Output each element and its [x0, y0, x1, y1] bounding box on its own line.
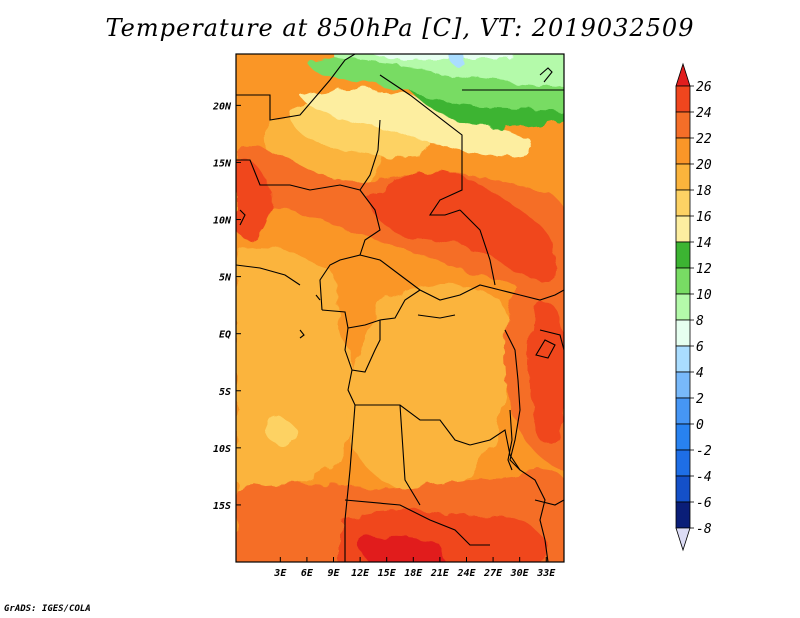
colorbar-swatch [675, 111, 691, 139]
colorbar-swatch [675, 137, 691, 165]
lon-tick-label: 21E [430, 568, 450, 579]
colorbar-label: 12 [696, 262, 712, 277]
colorbar-swatch [675, 189, 691, 217]
field-14-16 [300, 89, 535, 157]
colorbar-label: 2 [696, 392, 704, 407]
colorbar-swatch [675, 241, 691, 269]
lat-tick-label: 5S [219, 387, 231, 398]
lat-tick-label: 15N [213, 158, 232, 169]
colorbar-swatch [675, 345, 691, 373]
colorbar-label: 18 [696, 184, 712, 199]
lon-tick-label: 3E [273, 568, 287, 579]
colorbar-swatch [675, 293, 691, 321]
colorbar-label: 22 [696, 132, 712, 147]
colorbar-swatch [675, 85, 691, 113]
lon-tick-label: 27E [483, 568, 503, 579]
colorbar-label: 14 [696, 236, 712, 251]
lon-tick-label: 24E [456, 568, 476, 579]
colorbar-label: 20 [696, 158, 712, 173]
colorbar-label: -4 [696, 470, 712, 485]
software-credit: GrADS: IGES/COLA [4, 604, 91, 614]
field-4-6 [449, 54, 467, 68]
colorbar-swatch [675, 267, 691, 295]
colorbar-label: 0 [696, 418, 704, 433]
colorbar-swatch [675, 163, 691, 191]
colorbar-swatch [675, 423, 691, 451]
colorbar-label: 16 [696, 210, 712, 225]
colorbar-label: 26 [696, 80, 712, 95]
colorbar-swatch [675, 475, 691, 503]
field-24-26-east [529, 300, 564, 446]
field-24-26-west [236, 159, 271, 240]
colorbar-label: -8 [696, 522, 712, 537]
colorbar-label: -6 [696, 496, 712, 511]
lon-tick-label: 6E [301, 568, 314, 579]
lat-tick-label: 10S [213, 444, 231, 455]
lat-tick-label: 15S [213, 501, 231, 512]
lon-tick-label: 18E [404, 568, 423, 579]
lon-tick-label: 9E [327, 568, 340, 579]
colorbar-label: 8 [696, 314, 704, 329]
field-26-plus [359, 535, 443, 562]
lat-tick-label: EQ [219, 330, 231, 341]
colorbar-swatch [675, 371, 691, 399]
longitude-axis: 3E 6E 9E 12E 15E 18E 21E 24E 27E 30E 33E [273, 557, 556, 579]
colorbar-swatch [675, 501, 691, 529]
field-16-18-south [265, 418, 296, 446]
colorbar-swatch [675, 397, 691, 425]
colorbar-underflow-triangle [675, 527, 691, 552]
lon-tick-label: 30E [510, 568, 530, 579]
lat-tick-label: 10N [213, 216, 232, 227]
country-borders [236, 54, 564, 562]
field-18-20-central [349, 285, 512, 495]
colorbar-label: 10 [696, 288, 712, 303]
colorbar-label: 6 [696, 340, 704, 355]
lat-tick-label: 5N [219, 273, 232, 284]
lon-tick-label: 33E [536, 568, 556, 579]
lon-tick-label: 12E [351, 568, 370, 579]
colorbar-swatch [675, 319, 691, 347]
colorbar-label: 4 [696, 366, 704, 381]
field-10-12 [308, 57, 564, 111]
map-frame [235, 53, 565, 563]
colorbar-swatch [675, 449, 691, 477]
colorbar-swatch [675, 215, 691, 243]
lat-tick-label: 20N [212, 101, 232, 112]
colorbar-overflow-triangle [675, 62, 691, 87]
latitude-axis: 20N 15N 10N 5N EQ 5S 10S 15S [212, 101, 241, 512]
plot-title: Temperature at 850hPa [C], VT: 201903250… [105, 14, 695, 42]
field-6-8 [372, 54, 513, 61]
colorbar-label: -2 [696, 444, 712, 459]
lon-tick-label: 15E [378, 568, 397, 579]
field-24-26-sahel [370, 171, 557, 281]
colorbar-label: 24 [696, 106, 712, 121]
field-8-10 [333, 54, 564, 87]
